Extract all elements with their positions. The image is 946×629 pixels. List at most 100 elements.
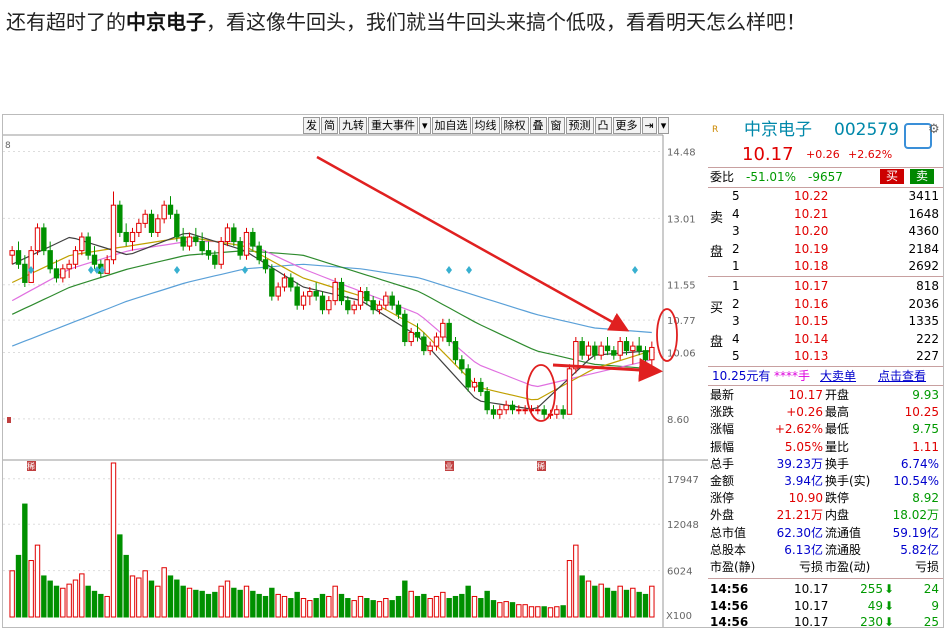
stat-value: 5.05% bbox=[784, 439, 823, 454]
candle-body bbox=[218, 241, 224, 265]
candle-body bbox=[15, 250, 22, 265]
candle-body bbox=[161, 204, 167, 220]
toolbar-button-12[interactable]: 更多 bbox=[612, 117, 641, 134]
candle-body bbox=[313, 291, 319, 297]
qr-scan-icon[interactable] bbox=[904, 123, 932, 149]
ma120-line bbox=[11, 263, 652, 347]
tick-volume: 230 bbox=[860, 615, 883, 628]
toolbar-button-11[interactable]: 凸 bbox=[594, 117, 612, 134]
volume-tick-label: 12048 bbox=[667, 520, 699, 531]
toolbar-button-3[interactable]: 重大事件 bbox=[368, 117, 418, 134]
volume-unit-label: X100 bbox=[666, 611, 692, 622]
candle-body bbox=[91, 254, 98, 265]
candle-body bbox=[332, 281, 338, 302]
kline-chart[interactable]: 14.48 13.01 11.55 10.77 10.06 8.60 17947 12048 6… bbox=[3, 115, 708, 627]
gear-icon[interactable]: ⚙ bbox=[928, 122, 940, 137]
buy-order-row[interactable]: 4 10.14 222 bbox=[708, 331, 943, 348]
candle-body bbox=[237, 241, 243, 256]
candle-body bbox=[53, 268, 60, 279]
order-price: 10.18 bbox=[794, 259, 829, 274]
candle-body bbox=[269, 268, 275, 297]
candle-body bbox=[275, 286, 281, 297]
order-volume: 2036 bbox=[908, 296, 939, 311]
volume-bar bbox=[617, 585, 623, 618]
toolbar-button-14[interactable]: ▾ bbox=[657, 117, 670, 134]
big-order-banner[interactable]: 10.25元有 ****手 大卖单 点击查看 bbox=[708, 368, 943, 386]
order-level: 5 bbox=[732, 349, 740, 364]
volume-bar bbox=[459, 593, 465, 618]
candle-body bbox=[503, 404, 509, 411]
event-diamond-icon bbox=[28, 266, 34, 274]
candle-body bbox=[256, 245, 262, 261]
stat-row: 总市值 62.30亿 流通值 59.19亿 bbox=[708, 525, 943, 542]
volume-bar bbox=[440, 591, 446, 618]
candle-body bbox=[300, 295, 307, 306]
volume-bar bbox=[446, 598, 452, 618]
toolbar-button-10[interactable]: 预测 bbox=[565, 117, 594, 134]
toolbar-button-4[interactable]: ▾ bbox=[419, 117, 431, 134]
tick-volume: 255 bbox=[860, 582, 883, 596]
candle-body bbox=[351, 304, 357, 311]
stat-row: 涨跌 +0.26 最高 10.25 bbox=[708, 404, 943, 421]
stat-label: 跌停 bbox=[825, 491, 850, 506]
toolbar-button-1[interactable]: 简 bbox=[321, 117, 338, 134]
sell-button[interactable]: 卖 bbox=[910, 169, 935, 184]
buy-order-row[interactable]: 1 10.17 818 bbox=[708, 278, 943, 295]
buy-order-row[interactable]: 5 10.13 227 bbox=[708, 348, 943, 365]
toolbar-button-13[interactable]: ⇥ bbox=[641, 117, 657, 134]
volume-bar bbox=[34, 544, 41, 618]
ma60-line bbox=[11, 250, 652, 370]
volume-bar bbox=[142, 570, 148, 618]
order-level: 3 bbox=[732, 314, 740, 329]
volume-bar bbox=[465, 585, 471, 618]
volume-bar bbox=[351, 600, 357, 618]
toolbar-button-7[interactable]: 除权 bbox=[500, 117, 529, 134]
candle-body bbox=[148, 213, 155, 233]
candle-body bbox=[427, 345, 433, 352]
event-diamond-icon bbox=[174, 266, 180, 274]
volume-bar bbox=[509, 602, 516, 618]
volume-bar bbox=[547, 607, 554, 618]
candle-body bbox=[288, 277, 294, 288]
sell-order-row[interactable]: 3 10.20 4360 bbox=[708, 223, 943, 240]
sell-order-row[interactable]: 2 10.19 2184 bbox=[708, 241, 943, 258]
volume-bar bbox=[129, 575, 136, 618]
toolbar-button-8[interactable]: 叠 bbox=[529, 117, 547, 134]
toolbar-button-5[interactable]: 加自选 bbox=[431, 117, 471, 134]
sell-order-row[interactable]: 4 10.21 1648 bbox=[708, 206, 943, 223]
event-flag-label: 稀 bbox=[27, 461, 35, 471]
stat-label: 外盘 bbox=[710, 508, 735, 523]
candle-body bbox=[136, 222, 142, 233]
banner-link[interactable]: 点击查看 bbox=[878, 369, 927, 383]
intro-text: 还有超时了的中京电子，看这像牛回头，我们就当牛回头来搞个低吸，看看明天怎么样吧！ bbox=[6, 4, 936, 40]
volume-bar bbox=[484, 590, 490, 618]
price-tick-label: 11.55 bbox=[667, 281, 696, 292]
toolbar-button-0[interactable]: 发 bbox=[303, 117, 320, 134]
sell-order-row[interactable]: 5 10.22 3411 bbox=[708, 188, 943, 205]
sell-order-row[interactable]: 1 10.18 2692 bbox=[708, 258, 943, 275]
stat-value: 62.30亿 bbox=[776, 525, 823, 540]
candle-body bbox=[79, 236, 85, 252]
buy-button[interactable]: 买 bbox=[880, 169, 905, 184]
toolbar-button-2[interactable]: 九转 bbox=[339, 117, 367, 134]
volume-bar bbox=[630, 587, 636, 618]
volume-bar bbox=[642, 593, 649, 618]
stock-title-row: R 中京电子 002579 ⚙ bbox=[708, 119, 943, 149]
volume-bar bbox=[123, 554, 129, 618]
volume-bar bbox=[275, 593, 281, 618]
buy-order-row[interactable]: 2 10.16 2036 bbox=[708, 296, 943, 313]
candle-body bbox=[307, 291, 313, 297]
volume-bar bbox=[427, 598, 433, 618]
stat-value: 6.74% bbox=[900, 456, 939, 471]
toolbar-button-9[interactable]: 窗 bbox=[547, 117, 565, 134]
volume-bar bbox=[167, 575, 174, 618]
stat-row: 最新 10.17 开盘 9.93 bbox=[708, 387, 943, 404]
intro-text-2: ，看这像牛回头，我们就当牛回头来搞个低吸，看看明天怎么样吧！ bbox=[206, 10, 806, 34]
buy-order-row[interactable]: 3 10.15 1335 bbox=[708, 313, 943, 330]
volume-bar bbox=[218, 585, 224, 618]
stat-value: 6.13亿 bbox=[784, 542, 823, 557]
toolbar-button-6[interactable]: 均线 bbox=[471, 117, 500, 134]
banner-hand: ****手 bbox=[774, 369, 811, 383]
stat-label: 最高 bbox=[825, 405, 850, 420]
down-arrow-icon: ⬇ bbox=[884, 598, 895, 613]
